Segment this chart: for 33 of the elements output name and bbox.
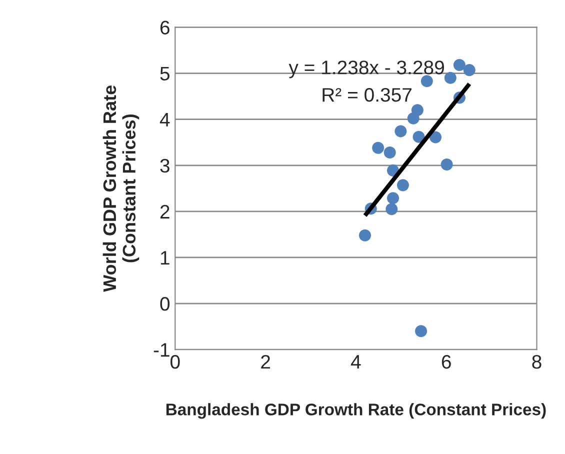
point — [444, 72, 456, 84]
point — [420, 75, 433, 88]
point — [384, 146, 396, 159]
x-tick-label: 0 — [170, 354, 180, 369]
point — [396, 179, 409, 192]
point — [372, 142, 384, 154]
point — [387, 192, 400, 204]
point — [386, 203, 398, 216]
y-tick-label: 6 — [160, 20, 170, 34]
y-tick-label: 0 — [160, 297, 170, 311]
point — [412, 130, 425, 143]
annotation: R² = 0.357 — [322, 88, 412, 102]
x-axis-title: Bangladesh GDP Growth Rate (Constant Prices) — [166, 403, 546, 419]
x-tick-label: 2 — [261, 354, 270, 369]
y-tick-label: 2 — [160, 204, 170, 218]
y-tick-label: 4 — [160, 113, 170, 126]
y-tick-label: 1 — [160, 251, 170, 265]
point — [429, 131, 442, 144]
annotation: y = 1.238x - 3.289 — [288, 60, 444, 78]
point — [463, 64, 476, 76]
point — [440, 158, 453, 170]
point — [453, 58, 466, 72]
point — [394, 125, 407, 138]
x-tick-label: 4 — [350, 355, 361, 369]
y-axis-title: World GDP Growth Rate (Constant Prices) — [102, 86, 140, 292]
point — [407, 112, 420, 124]
y-tick-label: 3 — [160, 158, 170, 173]
x-tick-label: 6 — [442, 354, 451, 369]
point — [358, 229, 372, 242]
y-tick-label: -1 — [154, 343, 170, 357]
y-tick-label: 5 — [160, 66, 170, 81]
point — [415, 325, 428, 338]
x-tick-label: 8 — [532, 354, 542, 369]
